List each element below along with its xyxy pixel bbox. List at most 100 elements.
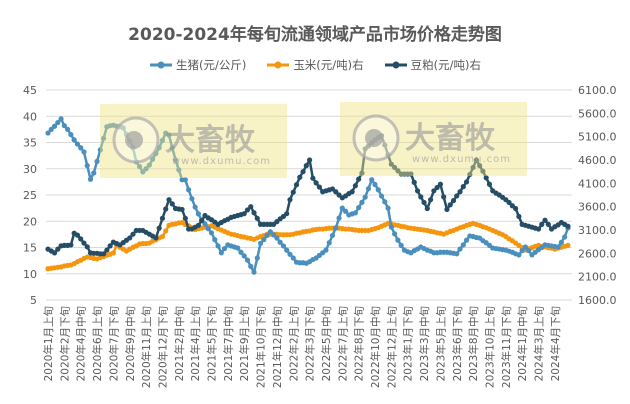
data-point-hog (51, 123, 58, 129)
y-right-tick-label: 5100.0 (578, 131, 617, 144)
data-point-soymeal (303, 163, 309, 169)
data-point-hog (182, 177, 188, 183)
data-point-hog (91, 170, 97, 176)
data-point-soymeal (513, 205, 519, 212)
legend-marker-corn (267, 61, 290, 69)
data-point-soymeal (241, 211, 247, 217)
data-point-soymeal (388, 161, 394, 167)
data-point-hog (326, 240, 332, 246)
y-right-tick-label: 1600.0 (578, 294, 617, 307)
data-point-soymeal (307, 157, 313, 163)
data-point-hog (65, 126, 71, 132)
data-point-soymeal (356, 176, 362, 182)
data-point-hog (71, 137, 77, 143)
data-point-hog (172, 157, 179, 163)
data-point-hog (522, 244, 529, 250)
data-point-hog (460, 242, 466, 248)
data-point-soymeal (169, 201, 175, 207)
data-point-soymeal (199, 218, 205, 224)
data-point-hog (235, 245, 241, 251)
data-point-hog (244, 257, 251, 263)
data-point-hog (78, 145, 84, 151)
data-point-hog (274, 235, 280, 241)
data-point-soymeal (316, 184, 323, 190)
x-tick-label: 2021年10月下旬 (255, 306, 268, 388)
data-point-soymeal (78, 236, 84, 242)
data-point-hog (280, 243, 287, 249)
data-point-hog (248, 263, 254, 269)
x-tick-label: 2022年10月中旬 (369, 306, 382, 388)
data-point-hog (205, 226, 211, 232)
data-point-soymeal (166, 197, 172, 203)
y-left-tick-label: 45 (23, 84, 37, 97)
y-left-tick-label: 30 (23, 163, 37, 176)
data-point-soymeal (467, 171, 473, 178)
legend-label-corn: 玉米(元/吨)右 (293, 58, 364, 72)
data-point-hog (241, 253, 247, 259)
data-point-hog (385, 205, 391, 211)
data-point-hog (120, 125, 126, 131)
data-point-soymeal (100, 251, 107, 257)
data-point-hog (94, 158, 100, 164)
data-point-soymeal (470, 164, 476, 171)
chart-title: 2020-2024年每旬流通领域产品市场价格走势图 (128, 25, 502, 45)
data-point-hog (284, 247, 290, 253)
data-point-soymeal (441, 194, 447, 200)
data-point-soymeal (156, 225, 162, 231)
data-point-hog (257, 240, 264, 246)
data-point-hog (208, 230, 215, 236)
data-point-hog (87, 176, 94, 182)
data-point-soymeal (293, 182, 300, 188)
x-tick-label: 2020年2月下旬 (58, 306, 71, 381)
data-point-soymeal (454, 193, 460, 199)
legend-item-soymeal[interactable]: 豆粕(元/吨)右 (384, 57, 481, 73)
data-point-soymeal (310, 175, 316, 181)
data-point-soymeal (313, 180, 319, 186)
data-point-hog (365, 186, 372, 192)
data-point-hog (516, 252, 522, 258)
data-point-soymeal (473, 157, 479, 163)
data-point-hog (267, 229, 273, 235)
data-point-soymeal (300, 169, 306, 175)
data-point-soymeal (539, 221, 545, 227)
data-point-soymeal (104, 247, 110, 253)
data-point-soymeal (434, 184, 440, 191)
x-tick-label: 2022年5月中旬 (320, 306, 333, 381)
data-point-hog (562, 234, 568, 240)
data-point-hog (356, 205, 362, 211)
data-point-soymeal (408, 171, 414, 177)
data-point-hog (136, 164, 143, 170)
x-tick-label: 2023年1月下旬 (402, 306, 415, 381)
data-point-hog (372, 181, 378, 188)
legend-item-hog[interactable]: 生猪(元/公斤) (149, 57, 246, 73)
x-tick-label: 2020年1月上旬 (42, 306, 55, 381)
data-point-hog (61, 123, 67, 129)
data-point-soymeal (535, 226, 542, 232)
data-point-soymeal (333, 189, 339, 195)
data-point-hog (55, 119, 61, 126)
data-point-soymeal (427, 197, 434, 203)
data-point-soymeal (130, 231, 136, 237)
data-point-soymeal (477, 163, 483, 169)
x-tick-label: 2023年10月上旬 (483, 306, 496, 388)
data-point-hog (215, 243, 221, 249)
data-point-hog (212, 237, 218, 243)
data-point-hog (378, 193, 385, 199)
data-point-soymeal (457, 189, 463, 195)
x-tick-label: 2021年12月中旬 (271, 306, 284, 388)
data-point-hog (339, 205, 345, 211)
data-point-hog (369, 177, 375, 183)
legend-item-corn[interactable]: 玉米(元/吨)右 (266, 57, 364, 73)
data-point-soymeal (127, 235, 133, 241)
x-tick-label: 2021年7月中旬 (222, 306, 235, 381)
data-point-soymeal (382, 142, 388, 148)
data-point-hog (140, 169, 146, 175)
data-point-hog (84, 163, 90, 169)
data-point-hog (388, 224, 394, 230)
data-point-hog (251, 269, 257, 275)
data-point-hog (176, 167, 182, 173)
data-point-soymeal (545, 221, 551, 227)
data-point-hog (352, 210, 358, 216)
data-point-soymeal (182, 215, 188, 221)
x-tick-label: 2023年8月中旬 (467, 306, 480, 381)
